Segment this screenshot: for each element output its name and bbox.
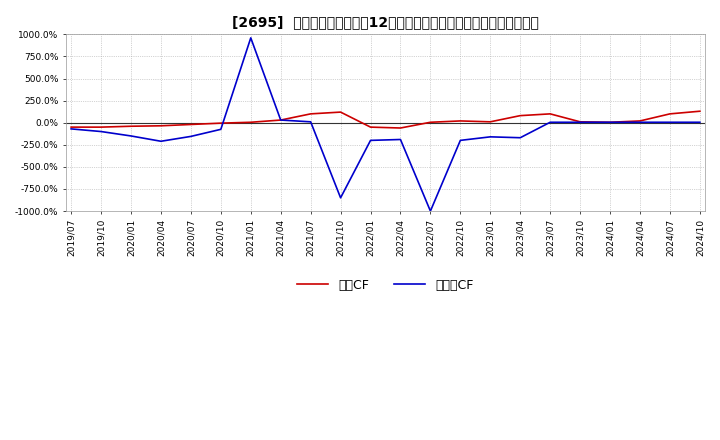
営業CF — [476, 119, 485, 124]
フリーCF — [496, 135, 505, 140]
フリーCF — [436, 185, 445, 190]
営業CF — [486, 119, 495, 125]
フリーCF — [696, 120, 704, 125]
営業CF — [67, 125, 76, 130]
フリーCF — [246, 35, 255, 40]
フリーCF — [426, 209, 435, 214]
フリーCF — [486, 134, 495, 139]
フリーCF — [67, 126, 76, 132]
Title: [2695]  キャッシュフローの12か月移動合計の対前年同期増減率の推移: [2695] キャッシュフローの12か月移動合計の対前年同期増減率の推移 — [232, 15, 539, 29]
Line: フリーCF: フリーCF — [71, 38, 700, 211]
営業CF — [376, 125, 384, 130]
Legend: 営業CF, フリーCF: 営業CF, フリーCF — [292, 274, 479, 297]
営業CF — [326, 110, 335, 115]
フリーCF — [386, 137, 395, 143]
営業CF — [426, 120, 435, 125]
営業CF — [396, 125, 405, 131]
営業CF — [147, 123, 156, 128]
Line: 営業CF: 営業CF — [71, 111, 700, 128]
営業CF — [696, 109, 704, 114]
フリーCF — [147, 137, 156, 142]
フリーCF — [336, 195, 345, 201]
